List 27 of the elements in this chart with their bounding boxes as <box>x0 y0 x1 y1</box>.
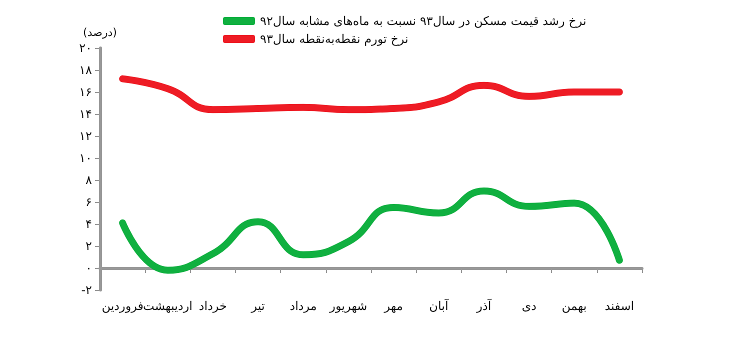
legend-label: نرخ تورم نقطه‌به‌نقطه سال۹۳ <box>260 32 408 46</box>
x-tick-label: اسفند <box>604 299 634 313</box>
y-tick-label: ۲ <box>86 239 92 253</box>
y-tick-label: ۱۰ <box>79 151 92 165</box>
x-tick-label: خرداد <box>198 299 227 313</box>
y-tick-label: ۲۰ <box>79 41 92 55</box>
y-tick-label: ۱۲ <box>79 129 92 143</box>
x-tick-label: اردیبهشت <box>143 299 192 313</box>
y-tick-label: ۴ <box>86 217 92 231</box>
x-tick-label: بهمن <box>562 299 587 313</box>
y-axis-title: (درصد) <box>83 26 117 39</box>
x-tick-label: شهریور <box>328 299 368 313</box>
y-tick-label: ۱۶ <box>79 85 92 99</box>
y-tick-label: ۸ <box>86 173 93 187</box>
x-tick-label: فروردین <box>102 299 144 313</box>
x-tick-label: دی <box>522 299 536 313</box>
y-tick-label: ۰ <box>86 261 92 275</box>
x-tick-label: مرداد <box>290 299 317 313</box>
y-tick-label: ۱۴ <box>79 107 92 121</box>
y-tick-label: ۱۸ <box>79 63 93 77</box>
y-tick-label: ۶ <box>86 195 92 209</box>
x-tick-label: آبان <box>429 298 449 313</box>
y-tick-label: -۲ <box>81 283 92 297</box>
x-tick-label: مهر <box>383 299 403 313</box>
x-tick-label: آذر <box>476 298 492 313</box>
x-tick-label: تیر <box>250 299 265 313</box>
legend-label: نرخ رشد قیمت مسکن در سال۹۳ نسبت به ماه‌های مشابه سال۹۲ <box>260 14 586 28</box>
